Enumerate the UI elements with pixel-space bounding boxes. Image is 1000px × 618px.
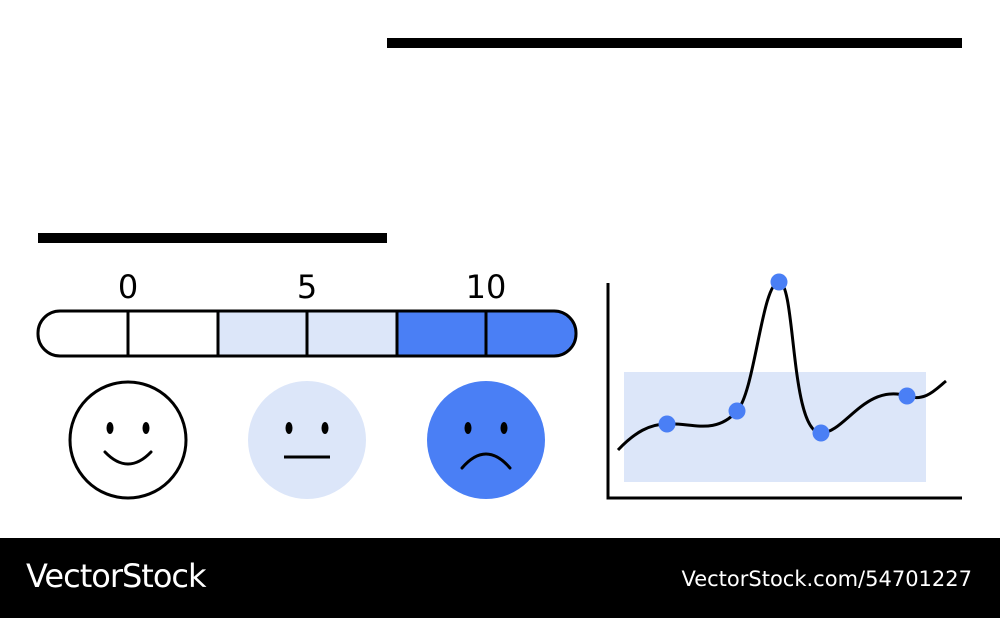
heading-bar — [387, 38, 962, 48]
axes — [606, 283, 962, 500]
sad-face — [427, 381, 545, 499]
line-graph — [606, 273, 962, 500]
footer — [0, 538, 1000, 618]
footer-id: VectorStock.com/54701227 — [681, 567, 972, 591]
point — [898, 387, 916, 405]
scale-label: 10 — [466, 268, 507, 306]
point — [812, 424, 830, 442]
point — [770, 273, 788, 291]
footer-brand: VectorStock — [26, 557, 207, 595]
happy-face — [68, 380, 188, 500]
rating-scale: 0 5 10 — [36, 268, 578, 358]
point — [728, 402, 746, 420]
neutral-face — [248, 381, 366, 499]
scale-label: 0 — [118, 268, 138, 306]
subheading-bar — [38, 233, 387, 243]
point — [658, 415, 676, 433]
scale-label: 5 — [297, 268, 317, 306]
